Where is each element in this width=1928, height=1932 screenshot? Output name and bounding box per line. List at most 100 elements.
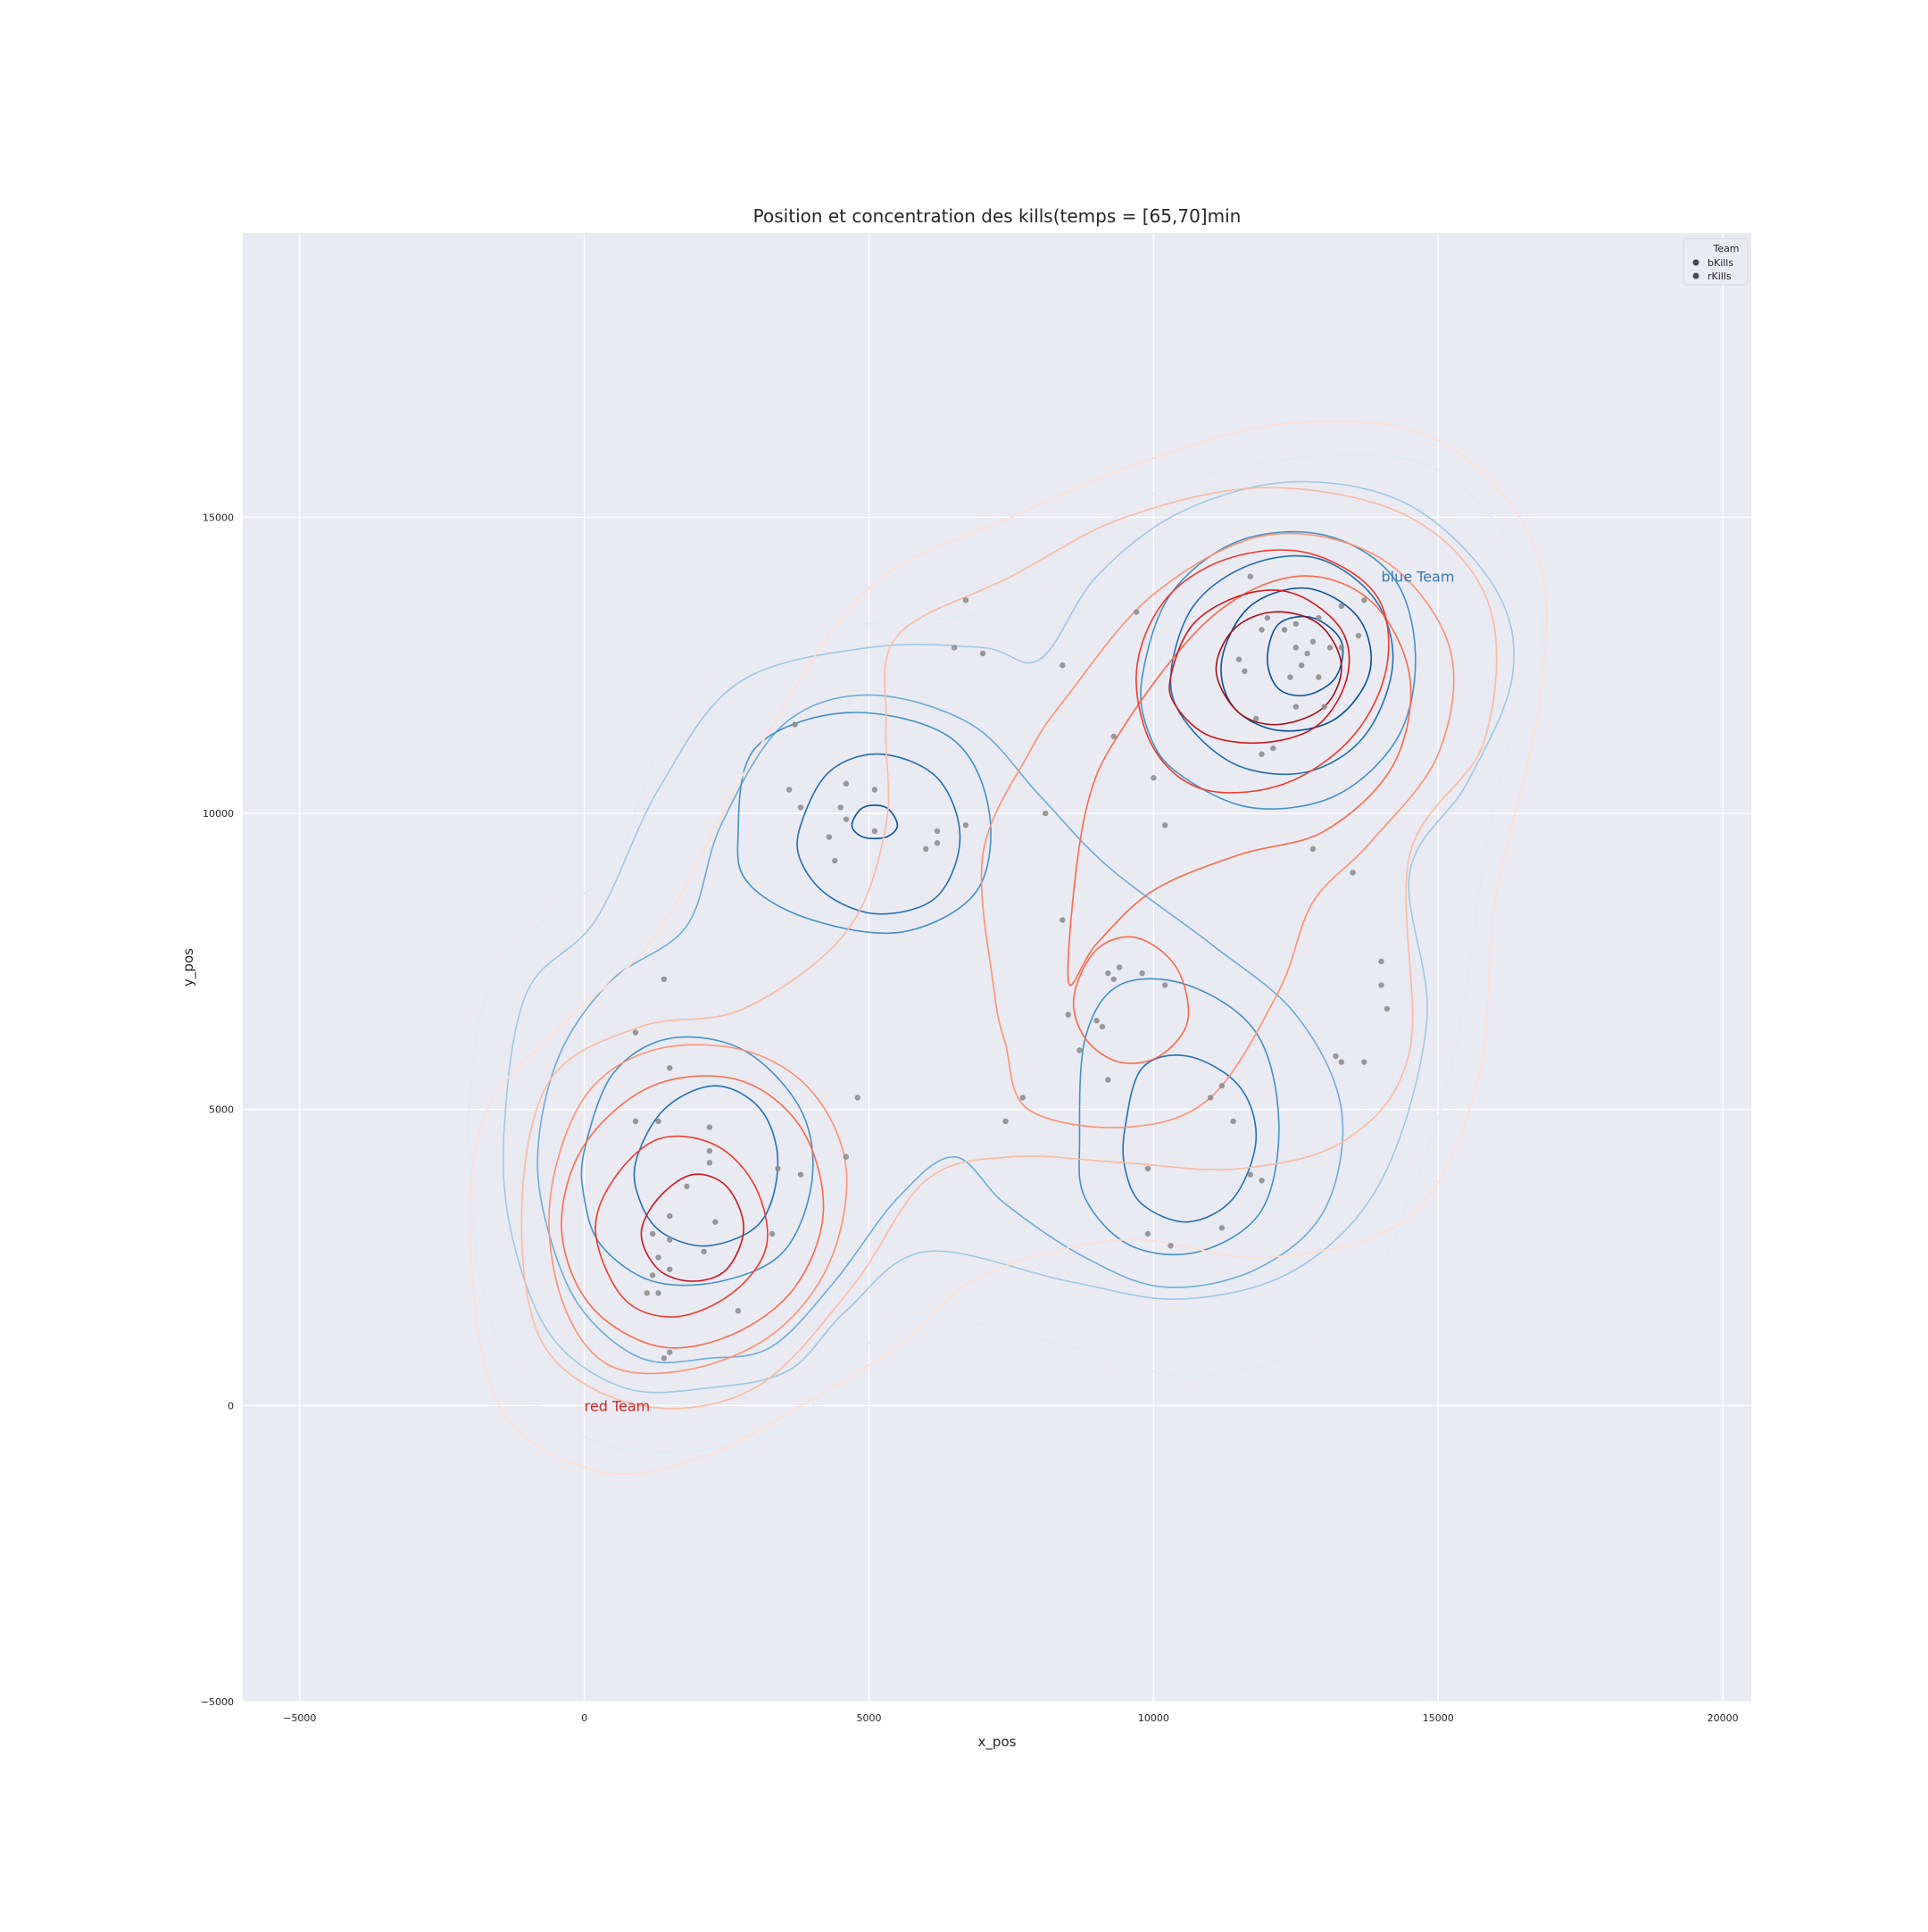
- kill-point: [706, 1147, 713, 1154]
- kill-point: [1378, 958, 1384, 965]
- kill-point: [1110, 733, 1117, 740]
- kill-point: [661, 1355, 668, 1362]
- gridlines: [243, 233, 1751, 1703]
- y-tick-label: −5000: [201, 1696, 234, 1708]
- legend-marker: [1692, 272, 1699, 279]
- kill-point: [1116, 964, 1123, 970]
- annotation-label: red Team: [585, 1397, 651, 1414]
- kill-point: [1134, 609, 1140, 615]
- kill-point: [632, 1118, 639, 1125]
- kill-point: [667, 1065, 673, 1071]
- kill-point: [832, 857, 838, 864]
- kill-point: [1259, 751, 1265, 757]
- legend-title: Team: [1712, 243, 1739, 254]
- kill-point: [1093, 1017, 1100, 1024]
- kill-point: [1002, 1118, 1009, 1125]
- kill-point: [1161, 982, 1168, 988]
- kill-point: [854, 1095, 860, 1101]
- kill-point: [655, 1254, 661, 1261]
- legend-marker: [1692, 259, 1699, 266]
- kill-point: [1019, 1095, 1026, 1101]
- bKills-contour-level-2: [502, 480, 1515, 1394]
- kill-point: [797, 804, 804, 811]
- kill-point: [1207, 1095, 1214, 1101]
- kill-point: [934, 828, 941, 835]
- kill-point: [1264, 614, 1271, 621]
- kill-point: [735, 1308, 742, 1314]
- kill-point: [1378, 982, 1384, 988]
- rKills-contour-level-5: [1135, 549, 1390, 794]
- kill-point: [1292, 620, 1300, 627]
- chart-title: Position et concentration des kills(temp…: [753, 205, 1242, 227]
- rKills-contour-level-4: [1072, 936, 1190, 1064]
- kill-points: [632, 573, 1391, 1362]
- kill-point: [1281, 627, 1288, 633]
- tick-labels: −5000 0 5000 10000 15000 20000 −5000 0 5000 10000…: [201, 512, 1739, 1724]
- kill-point: [1355, 632, 1362, 639]
- rKills-contour-level-2: [520, 487, 1498, 1410]
- kill-point: [1144, 1230, 1151, 1237]
- kill-point: [792, 721, 798, 728]
- kill-point: [1105, 970, 1111, 977]
- annotation-label: blue Team: [1381, 569, 1454, 586]
- kill-point: [1043, 810, 1049, 817]
- kill-point: [649, 1230, 656, 1237]
- y-axis-label: y_pos: [180, 948, 197, 987]
- kill-point: [843, 1153, 850, 1160]
- kill-point: [1321, 704, 1327, 710]
- y-tick-label: 0: [228, 1400, 234, 1412]
- kill-point: [1060, 917, 1066, 923]
- kill-point: [1316, 614, 1322, 621]
- bKills-contour-level-5: [633, 1085, 779, 1247]
- kill-point: [1252, 715, 1259, 722]
- kill-point: [871, 828, 878, 835]
- rKills-contour-level-3: [980, 532, 1455, 1128]
- rKills-contour-level-4: [1067, 575, 1412, 987]
- kill-point: [667, 1212, 673, 1220]
- rKills-contour-level-5: [594, 1135, 769, 1318]
- y-tick-label: 10000: [203, 808, 234, 820]
- legend-entry-rKills: rKills: [1708, 271, 1732, 282]
- kill-point: [1065, 1012, 1071, 1018]
- x-tick-label: 0: [581, 1712, 587, 1724]
- kill-point: [837, 804, 844, 811]
- x-tick-label: 5000: [857, 1712, 882, 1724]
- kill-point: [1304, 650, 1310, 657]
- x-axis-label: x_pos: [978, 1734, 1017, 1751]
- kill-point: [1105, 1077, 1111, 1083]
- kill-point: [923, 845, 929, 853]
- kill-point: [1338, 603, 1345, 610]
- legend: Team bKills rKills: [1683, 237, 1749, 286]
- kill-point: [951, 645, 958, 651]
- kill-point: [661, 976, 668, 982]
- bKills-contour-level-4: [1078, 978, 1280, 1256]
- kill-point: [843, 780, 850, 787]
- kill-point: [1259, 627, 1265, 633]
- bKills-contour-level-6: [1220, 587, 1372, 732]
- kill-point: [934, 840, 941, 846]
- kill-point: [1361, 597, 1367, 604]
- x-tick-label: 10000: [1138, 1712, 1169, 1724]
- kill-point: [1110, 976, 1117, 982]
- kill-point: [1270, 745, 1276, 752]
- kill-point: [1287, 674, 1293, 680]
- kill-point: [1151, 775, 1157, 781]
- bKills-contour-level-3: [536, 694, 1344, 1363]
- kill-point: [706, 1124, 713, 1130]
- bKills-contour-level-4: [736, 712, 992, 935]
- kill-point: [871, 787, 878, 793]
- kill-point: [1076, 1047, 1083, 1053]
- rKills-contour-level-7: [1215, 611, 1342, 726]
- kill-point: [1230, 1118, 1236, 1125]
- kill-point: [706, 1160, 713, 1166]
- rKills-contour-level-1: [469, 420, 1548, 1475]
- kill-point: [962, 597, 969, 604]
- kill-point: [1099, 1023, 1106, 1030]
- kill-point: [1242, 668, 1248, 675]
- kill-point: [1326, 645, 1334, 651]
- kill-point: [1309, 638, 1317, 645]
- kill-point: [632, 1029, 639, 1036]
- kill-point: [1139, 970, 1145, 977]
- bKills-contour-level-5: [1169, 554, 1394, 776]
